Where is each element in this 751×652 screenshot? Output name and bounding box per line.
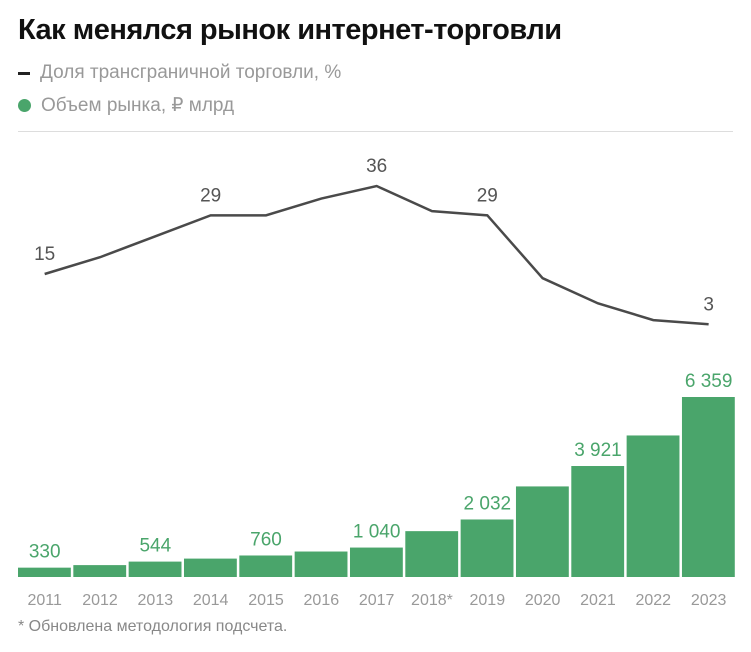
divider	[18, 131, 733, 132]
bar	[294, 551, 348, 577]
legend-item-volume: Объем рынка, ₽ млрд	[18, 94, 234, 117]
x-tick-label: 2023	[691, 592, 727, 609]
line-label: 36	[366, 156, 387, 177]
bar	[18, 567, 71, 577]
bar	[128, 561, 182, 577]
x-tick-label: 2014	[193, 592, 229, 609]
x-tick-label: 2019	[470, 592, 506, 609]
bar	[626, 435, 680, 577]
x-tick-label: 2013	[138, 592, 174, 609]
legend-label: Объем рынка, ₽ млрд	[41, 95, 235, 116]
bar	[515, 486, 569, 577]
bar-label: 1 040	[353, 522, 401, 543]
bar	[460, 519, 514, 577]
chart-title: Как менялся рынок интернет-торговли	[18, 14, 562, 46]
x-tick-label: 2011	[27, 592, 62, 609]
line-series	[44, 184, 709, 326]
dot-marker-icon	[18, 99, 31, 112]
footnote: * Обновлена методология подсчета.	[18, 618, 288, 635]
bar-label: 3 921	[574, 440, 622, 461]
bar	[349, 547, 403, 577]
bar	[183, 558, 237, 577]
bar-label: 6 359	[685, 371, 733, 392]
x-tick-label: 2017	[359, 592, 395, 609]
x-tick-label: 2021	[580, 592, 616, 609]
line-marker-icon	[18, 71, 30, 75]
x-tick-label: 2016	[304, 592, 340, 609]
bar	[571, 466, 625, 577]
line-label: 3	[703, 294, 714, 315]
bar-label: 330	[29, 542, 61, 563]
bar-label: 760	[250, 529, 282, 550]
bar-label: 2 032	[464, 493, 512, 514]
bar	[73, 565, 127, 577]
legend-item-share: Доля трансграничной торговли, %	[18, 62, 341, 84]
line-label: 29	[200, 185, 221, 206]
bar	[681, 397, 735, 577]
bar-label: 544	[139, 536, 171, 557]
legend-label: Доля трансграничной торговли, %	[40, 62, 342, 83]
bar	[405, 531, 459, 577]
x-tick-label: 2020	[525, 592, 561, 609]
line-label: 15	[34, 244, 55, 265]
x-tick-label: 2018*	[411, 592, 453, 609]
x-tick-label: 2015	[248, 592, 284, 609]
line-label: 29	[477, 185, 498, 206]
bar	[239, 555, 293, 577]
x-tick-label: 2012	[82, 592, 118, 609]
x-tick-label: 2022	[635, 592, 671, 609]
